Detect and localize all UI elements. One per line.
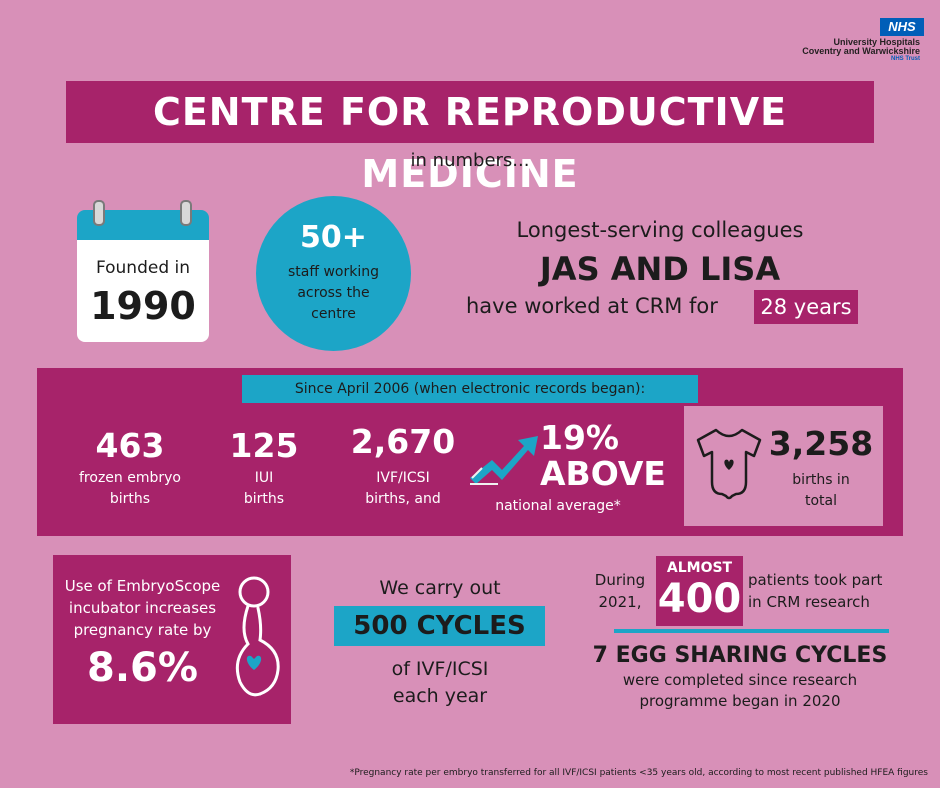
- iui-births-number: 125: [229, 426, 299, 465]
- egg-sharing-heading: 7 EGG SHARING CYCLES: [592, 643, 888, 668]
- above-percent-number: 19%: [540, 418, 619, 457]
- staff-number: 50+: [300, 220, 367, 255]
- frozen-births-label-line: births: [109, 491, 151, 507]
- staff-text-line: across the: [297, 285, 370, 301]
- frozen-births-number: 463: [95, 426, 165, 465]
- cycles-intro: We carry out: [379, 577, 501, 599]
- research-patients-line: patients took part: [748, 571, 883, 589]
- staff-circle: [256, 196, 411, 351]
- total-births-label: births in total: [766, 470, 876, 512]
- research-patients-line: in CRM research: [748, 593, 870, 611]
- total-births-label-line: total: [804, 493, 837, 509]
- cycles-text: of IVF/ICSI each year: [330, 656, 550, 710]
- embryoscope-text: Use of EmbryoScope incubator increases p…: [60, 575, 225, 641]
- nhs-logo-line2: Coventry and Warwickshire: [802, 46, 920, 56]
- ivf-births-label: IVF/ICSI births, and: [343, 468, 463, 510]
- iui-births-label: IUI births: [218, 468, 310, 510]
- cycles-text-line: each year: [392, 685, 488, 707]
- frozen-births-label-line: frozen embryo: [79, 470, 181, 486]
- embryoscope-box: [53, 555, 291, 724]
- calendar-icon-body: [77, 240, 209, 342]
- staff-text-line: centre: [311, 306, 356, 322]
- ivf-births-label-line: births, and: [365, 491, 441, 507]
- pregnant-woman-icon: [235, 576, 280, 697]
- research-during-line: During: [594, 571, 646, 589]
- embryoscope-text-line: incubator increases: [68, 599, 217, 617]
- nhs-logo-badge: NHS: [880, 18, 924, 36]
- nhs-logo-line1: University Hospitals: [833, 37, 920, 47]
- founded-label: Founded in: [95, 258, 191, 278]
- cycles-highlight: 500 CYCLES: [334, 606, 545, 646]
- total-births-box: [684, 406, 883, 526]
- footnote: *Pregnancy rate per embryo transferred f…: [349, 768, 928, 778]
- page-subtitle: in numbers...: [410, 150, 530, 171]
- research-during: During 2021,: [588, 569, 652, 613]
- above-word: ABOVE: [540, 454, 666, 493]
- cycles-text-line: of IVF/ICSI: [391, 658, 489, 680]
- since-banner: Since April 2006 (when electronic record…: [242, 375, 698, 403]
- embryoscope-text-line: Use of EmbryoScope: [64, 577, 221, 595]
- research-number-box: [656, 556, 743, 626]
- page-title: CENTRE FOR REPRODUCTIVE MEDICINE: [152, 90, 788, 196]
- egg-sharing-text-line: programme began in 2020: [639, 692, 841, 710]
- research-divider: [614, 629, 889, 633]
- frozen-births-label: frozen embryo births: [60, 468, 200, 510]
- research-number: 400: [657, 576, 742, 622]
- staff-text: staff working across the centre: [270, 262, 397, 325]
- national-average-label: national average*: [495, 498, 621, 514]
- research-almost: ALMOST: [666, 560, 733, 576]
- nhs-logo-trust: NHS Trust: [890, 56, 920, 62]
- research-patients: patients took part in CRM research: [748, 569, 908, 613]
- longest-serving-text: have worked at CRM for: [466, 294, 718, 318]
- ivf-births-label-line: IVF/ICSI: [376, 470, 430, 486]
- total-births-label-line: births in: [792, 472, 850, 488]
- longest-serving-names: JAS AND LISA: [539, 250, 781, 288]
- title-banner: [66, 81, 874, 143]
- staff-text-line: staff working: [288, 264, 379, 280]
- longest-serving-label: Longest-serving colleagues: [516, 218, 804, 242]
- longest-serving-years-badge: 28 years: [754, 290, 858, 324]
- founded-year: 1990: [90, 284, 196, 328]
- egg-sharing-text-line: were completed since research: [622, 671, 858, 689]
- baby-onesie-icon: [696, 428, 762, 500]
- ivf-births-number: 2,670: [350, 422, 456, 461]
- trend-up-arrow-icon: [470, 436, 538, 485]
- iui-births-label-line: births: [243, 491, 285, 507]
- total-births-number: 3,258: [768, 424, 874, 463]
- egg-sharing-text: were completed since research programme …: [590, 670, 890, 712]
- research-during-line: 2021,: [598, 593, 642, 611]
- calendar-ring-icon: [93, 200, 105, 226]
- embryoscope-text-line: pregnancy rate by: [73, 621, 212, 639]
- embryoscope-percent: 8.6%: [87, 645, 198, 691]
- calendar-ring-icon: [180, 200, 192, 226]
- iui-births-label-line: IUI: [254, 470, 274, 486]
